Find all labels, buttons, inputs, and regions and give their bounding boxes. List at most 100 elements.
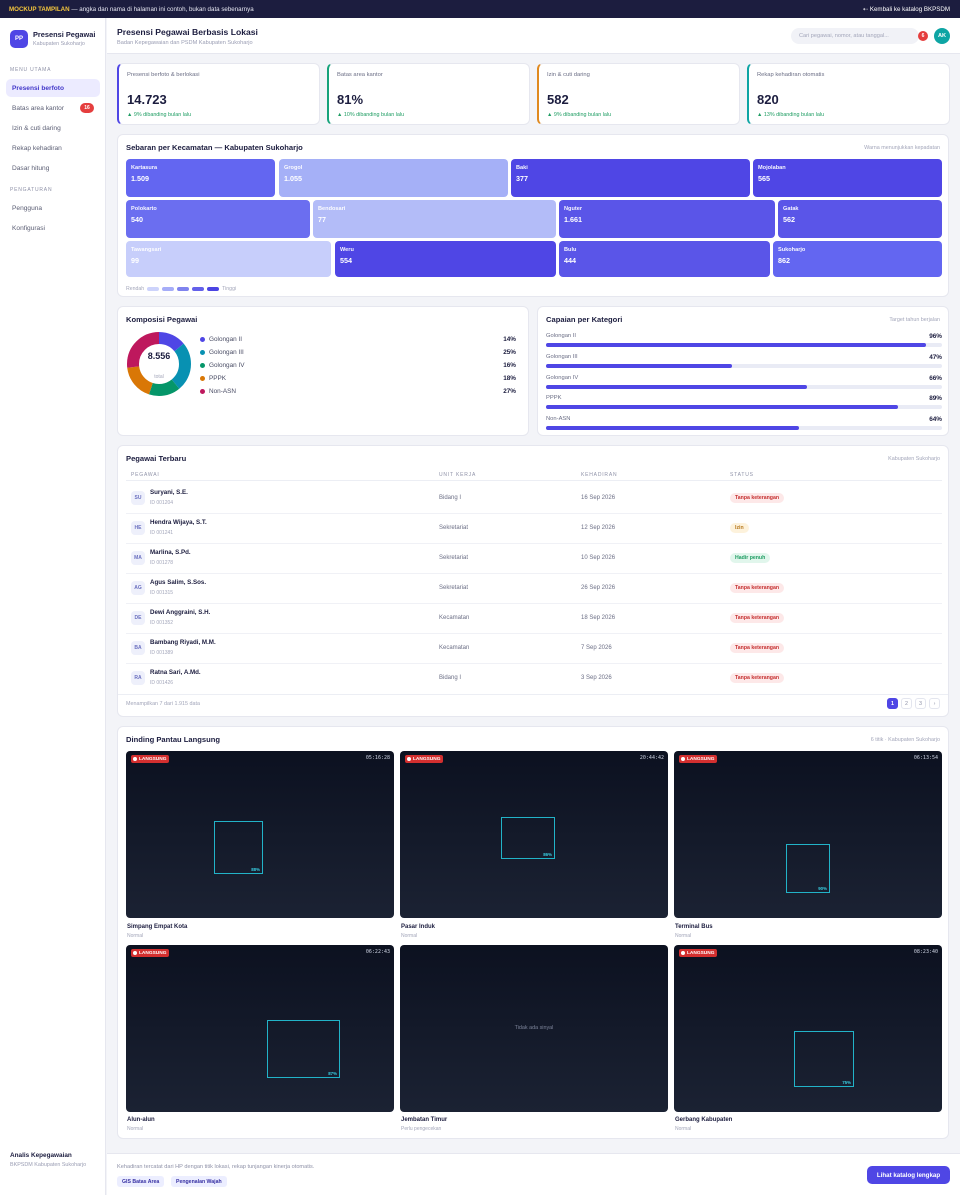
district-tile[interactable]: Mojolaban 565 [753,159,942,197]
district-name: Tawangsari [131,247,162,253]
page-button-3[interactable]: 3 [915,698,926,709]
back-to-catalog-link[interactable]: ⇠ Kembali ke katalog BKPSDM [862,5,950,13]
page-button-2[interactable]: 2 [901,698,912,709]
camera-name: Terminal Bus [675,924,713,930]
donut-segment [127,332,191,396]
sidebar-item-presensi-berfoto[interactable]: Presensi berfoto [6,79,100,97]
district-value: 1.661 [564,215,582,224]
employee-unit: Sekretariat [439,525,469,531]
camera-feed[interactable]: LANGSUNG 05:16:28 88% [126,751,394,918]
district-tile[interactable]: Sukoharjo 862 [773,241,942,277]
district-tile[interactable]: Polokarto 540 [126,200,310,238]
table-row[interactable]: SU Suryani, S.E. ID 001204 Bidang I 16 Sep 2… [126,484,942,514]
next-page-button[interactable]: › [929,698,940,709]
table-row[interactable]: RA Ratna Sari, A.Md. ID 001426 Bidang I 3 Se… [126,664,942,694]
sidebar-item-konfigurasi[interactable]: Konfigurasi [6,219,100,237]
avatar: MA [131,551,145,565]
camera-feed[interactable]: LANGSUNG 08:23:40 75% [674,945,942,1112]
column-header-kehadiran[interactable]: KEHADIRAN [581,472,618,478]
sidebar-item-pengguna[interactable]: Pengguna [6,199,100,217]
composition-label: Golongan IV [209,361,245,369]
district-tile[interactable]: Weru 554 [335,241,556,277]
district-value: 562 [783,215,795,224]
table-row[interactable]: MA Marlina, S.Pd. ID 001278 Sekretariat 10 S… [126,544,942,574]
table-row[interactable]: BA Bambang Riyadi, M.M. ID 001389 Kecamatan… [126,634,942,664]
column-header-status[interactable]: STATUS [730,472,754,478]
live-badge: LANGSUNG [679,755,718,763]
camera-feed-offline[interactable]: Tidak ada sinyal [400,945,668,1112]
composition-row: PPPK 18% [200,373,516,383]
stat-delta: ▲ 9% dibanding bulan lalu [127,112,192,118]
table-row[interactable]: AG Agus Salim, S.Sos. ID 001315 Sekretariat… [126,574,942,604]
map-note: Warna menunjukkan kepadatan [864,145,940,151]
table-row[interactable]: HE Hendra Wijaya, S.T. ID 001241 Sekretaria… [126,514,942,544]
progress-fill [546,343,927,347]
live-label: LANGSUNG [687,756,715,762]
legend-dot [200,375,205,381]
district-tile[interactable]: Gatak 562 [778,200,942,238]
column-header-unit[interactable]: UNIT KERJA [439,472,477,478]
sidebar-item-dasar-hitung[interactable]: Dasar hitung [6,159,100,177]
employee-id: ID 001204 [150,500,174,506]
sidebar-item-label: Presensi berfoto [12,84,65,92]
progress-row: Golongan II 96% [546,333,942,347]
attendance-date: 18 Sep 2026 [581,615,616,621]
composition-pct: 25% [503,348,516,356]
view-catalog-button[interactable]: Lihat katalog lengkap [867,1166,950,1184]
donut-total: 8.556 [147,351,171,361]
achievement-card: Capaian per Kategori Target tahun berjal… [537,306,949,436]
stat-delta: ▲ 9% dibanding bulan lalu [547,112,612,118]
user-name: Analis Kepegawaian [10,1152,72,1159]
page-button-1[interactable]: 1 [887,698,898,709]
district-name: Baki [516,165,528,171]
notification-badge[interactable]: 6 [918,31,928,41]
detection-confidence: 87% [328,1071,337,1076]
stat-value: 820 [757,92,779,107]
progress-pct: 47% [929,354,942,361]
progress-pct: 96% [929,333,942,340]
detection-confidence: 86% [543,852,552,857]
search-input[interactable]: Cari pegawai, nomor, atau tanggal... [791,28,919,44]
camera-wall-card: Dinding Pantau Langsung 6 titik · Kabupa… [117,726,949,1139]
avatar[interactable]: AK [934,28,950,44]
camera-status: Perlu pengecekan [401,1126,442,1132]
map-title: Sebaran per Kecamatan — Kabupaten Sukoha… [126,143,303,152]
sidebar-item-batas-area[interactable]: Batas area kantor 16 [6,99,100,117]
employee-unit: Sekretariat [439,585,469,591]
user-profile[interactable]: Analis Kepegawaian BKPSDM Kabupaten Suko… [10,1152,86,1168]
district-tile[interactable]: Baki 377 [511,159,750,197]
employee-id: ID 001241 [150,530,174,536]
column-header-pegawai[interactable]: PEGAWAI [131,472,160,478]
camera-feed[interactable]: LANGSUNG 20:44:42 86% [400,751,668,918]
status-badge: Tanpa keterangan [730,643,785,653]
stat-label: Rekap kehadiran otomatis [757,72,825,78]
camera-name: Jembatan Timur [401,1117,448,1123]
table-footer-divider [118,694,948,695]
composition-label: Golongan III [209,348,244,356]
stat-delta: ▲ 13% dibanding bulan lalu [757,112,825,118]
progress-track [546,364,942,368]
sidebar-item-rekap-kehadiran[interactable]: Rekap kehadiran [6,139,100,157]
district-tile[interactable]: Tawangsari 99 [126,241,331,277]
avatar: RA [131,671,145,685]
sidebar-item-izin-cuti[interactable]: Izin & cuti daring [6,119,100,137]
district-tile[interactable]: Nguter 1.661 [559,200,775,238]
employee-id: ID 001315 [150,590,174,596]
count-badge: 16 [80,103,94,113]
employee-unit: Kecamatan [439,645,470,651]
district-tile[interactable]: Bendosari 77 [313,200,556,238]
progress-row: Golongan IV 66% [546,375,942,389]
district-tile[interactable]: Bulu 444 [559,241,770,277]
attendance-date: 7 Sep 2026 [581,645,612,651]
progress-track [546,426,942,430]
donut-total-label: total [154,374,164,380]
table-row[interactable]: DE Dewi Anggraini, S.H. ID 001352 Kecamatan… [126,604,942,634]
live-label: LANGSUNG [139,950,167,956]
employee-name: Hendra Wijaya, S.T. [150,519,207,526]
status-badge: Hadir penuh [730,553,771,563]
table-title: Pegawai Terbaru [126,454,187,463]
district-tile[interactable]: Kartasura 1.509 [126,159,275,197]
district-tile[interactable]: Grogol 1.055 [279,159,508,197]
camera-feed[interactable]: LANGSUNG 06:13:54 90% [674,751,942,918]
camera-feed[interactable]: LANGSUNG 06:22:43 87% [126,945,394,1112]
